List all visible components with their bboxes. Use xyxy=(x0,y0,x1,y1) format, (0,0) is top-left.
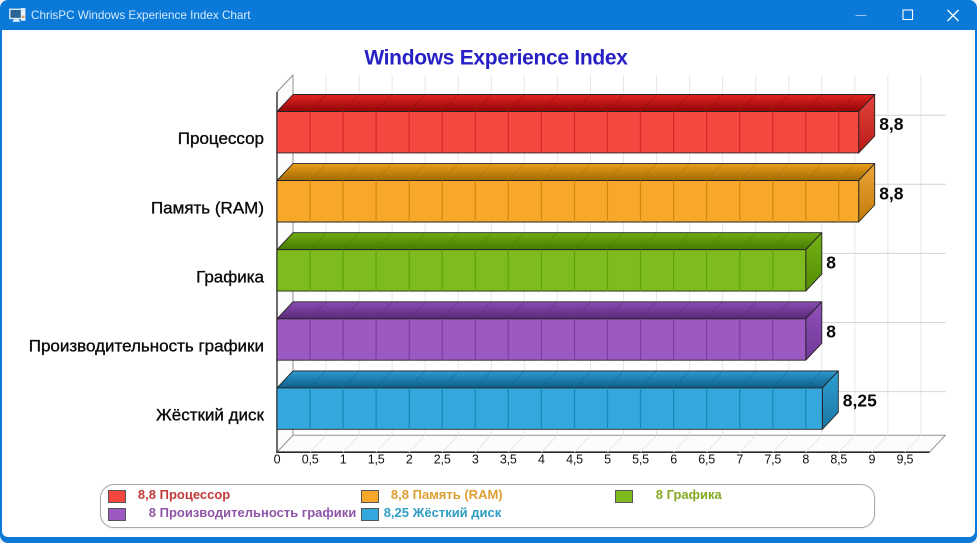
svg-text:3: 3 xyxy=(472,453,479,467)
svg-text:Жёсткий диск: Жёсткий диск xyxy=(156,406,265,425)
svg-text:8: 8 xyxy=(826,252,836,272)
svg-text:9,5: 9,5 xyxy=(897,453,914,467)
svg-text:6,5: 6,5 xyxy=(698,453,715,467)
svg-text:6: 6 xyxy=(670,453,677,467)
svg-text:5: 5 xyxy=(604,453,611,467)
svg-text:1: 1 xyxy=(340,453,347,467)
svg-text:9: 9 xyxy=(869,453,876,467)
svg-text:Производительность графики: Производительность графики xyxy=(29,337,264,356)
svg-text:8: 8 xyxy=(826,322,836,342)
svg-text:8: 8 xyxy=(802,453,809,467)
svg-text:1,5: 1,5 xyxy=(368,453,385,467)
svg-text:Windows Experience Index: Windows Experience Index xyxy=(364,47,628,70)
svg-text:5,5: 5,5 xyxy=(632,453,649,467)
svg-text:0: 0 xyxy=(274,453,281,467)
svg-text:8,5: 8,5 xyxy=(830,453,847,467)
svg-text:2,5: 2,5 xyxy=(434,453,451,467)
svg-text:Память (RAM): Память (RAM) xyxy=(151,198,264,217)
svg-text:2: 2 xyxy=(406,453,413,467)
svg-text:8,25: 8,25 xyxy=(843,391,877,411)
svg-text:4: 4 xyxy=(538,453,545,467)
svg-text:4,5: 4,5 xyxy=(566,453,583,467)
svg-text:Процессор: Процессор xyxy=(178,129,264,148)
svg-text:8,8: 8,8 xyxy=(879,114,904,134)
svg-text:8,8: 8,8 xyxy=(879,183,904,203)
svg-text:0,5: 0,5 xyxy=(302,453,319,467)
svg-text:3,5: 3,5 xyxy=(500,453,517,467)
svg-text:Графика: Графика xyxy=(196,267,264,286)
svg-text:7: 7 xyxy=(736,453,743,467)
svg-text:7,5: 7,5 xyxy=(764,453,781,467)
